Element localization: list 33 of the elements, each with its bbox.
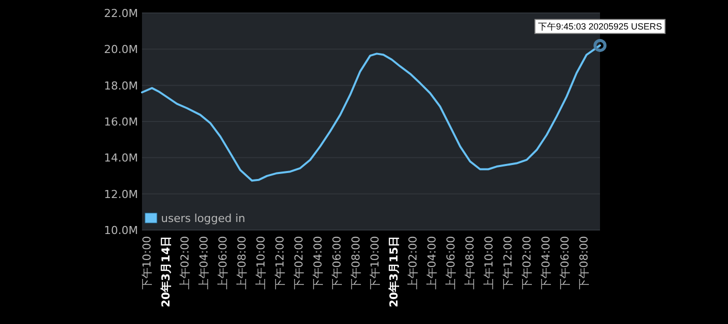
x-tick-label: 下午04:00 [312, 236, 325, 290]
x-tick-label: 下午10:00 [368, 236, 382, 290]
x-tick-label: 20年3月15日 [388, 236, 401, 308]
x-tick-label: 下午06:00 [330, 236, 344, 290]
x-tick-label: 上午06:00 [444, 236, 458, 290]
y-tick-label: 10.0M [104, 224, 138, 237]
x-tick-label: 下午02:00 [520, 236, 534, 290]
y-tick-label: 20.0M [104, 43, 138, 56]
x-tick-label: 下午12:00 [274, 236, 287, 290]
y-tick-label: 16.0M [104, 116, 138, 128]
x-tick-label: 上午10:00 [254, 236, 268, 290]
y-tick-label: 14.0M [104, 152, 138, 165]
x-tick-label: 上午02:00 [178, 236, 192, 290]
x-tick-label: 上午04:00 [426, 236, 439, 290]
y-tick-label: 18.0M [104, 79, 138, 92]
x-tick-label: 上午10:00 [482, 236, 496, 290]
x-tick-label: 上午02:00 [406, 236, 420, 290]
x-tick-label: 上午04:00 [198, 236, 211, 290]
y-tick-label: 12.0M [104, 188, 138, 201]
x-tick-label: 下午04:00 [539, 236, 552, 290]
x-tick-label: 上午06:00 [216, 236, 230, 290]
x-tick-label: 下午10:00 [140, 236, 154, 290]
x-tick-label: 下午02:00 [292, 236, 306, 290]
legend-label: users logged in [161, 212, 246, 225]
x-tick-label: 下午08:00 [350, 236, 363, 290]
x-tick-label: 下午12:00 [501, 236, 514, 290]
x-tick-label: 上午08:00 [463, 236, 476, 290]
y-tick-label: 22.0M [104, 7, 138, 20]
annotation: 下午9:45:03 20205925 USERS [538, 21, 662, 32]
x-tick-label: 上午08:00 [236, 236, 249, 290]
x-tick-label: 20年3月14日 [160, 236, 173, 308]
x-tick-label: 下午06:00 [558, 236, 572, 290]
x-tick-label: 下午08:00 [577, 236, 590, 290]
